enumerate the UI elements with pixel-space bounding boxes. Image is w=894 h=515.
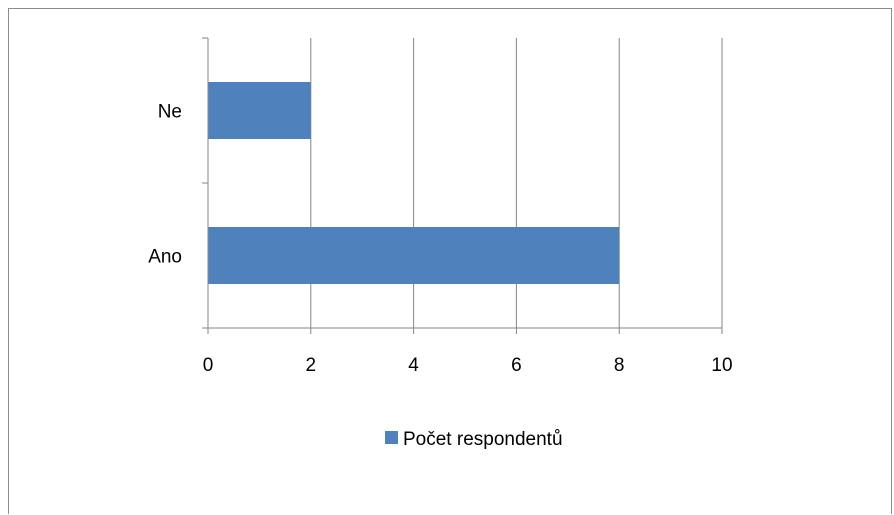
bars	[208, 82, 620, 284]
bar-ne	[208, 82, 311, 139]
tick-labels: Ano Ne 0 2 4 6 8 10	[148, 102, 732, 377]
legend: Počet respondentů	[385, 429, 563, 450]
gridlines	[310, 38, 723, 328]
chart-frame	[8, 8, 892, 514]
x-tick-label-2: 2	[306, 355, 317, 376]
legend-label: Počet respondentů	[403, 429, 563, 450]
x-tick-label-6: 6	[511, 355, 522, 376]
legend-swatch	[385, 431, 398, 444]
y-tick-label-ano: Ano	[148, 247, 182, 268]
x-tick-label-4: 4	[408, 355, 419, 376]
bar-ano	[208, 227, 620, 284]
x-tick-label-8: 8	[614, 355, 625, 376]
x-tick-label-10: 10	[711, 355, 732, 376]
x-tick-label-0: 0	[203, 355, 214, 376]
y-tick-label-ne: Ne	[158, 102, 182, 123]
axes	[202, 37, 723, 334]
